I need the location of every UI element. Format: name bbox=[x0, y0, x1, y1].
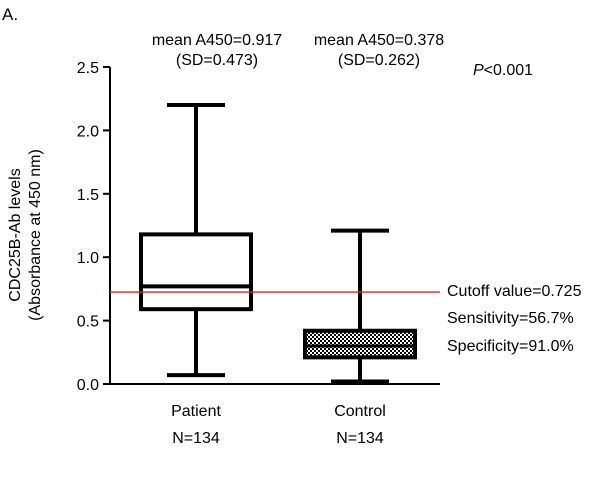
n-label-patient: N=134 bbox=[172, 430, 220, 447]
category-label-control: Control bbox=[334, 403, 386, 420]
p-value-rest: <0.001 bbox=[484, 62, 533, 79]
control-sd-label: (SD=0.262) bbox=[338, 52, 420, 69]
y-axis-label-line2: (Absorbance at 450 nm) bbox=[27, 149, 44, 321]
y-tick-label: 2.5 bbox=[77, 60, 99, 77]
n-label-control: N=134 bbox=[336, 430, 384, 447]
y-tick-label: 0.5 bbox=[77, 314, 99, 331]
cutoff-label: Cutoff value=0.725 bbox=[447, 283, 582, 300]
patient-mean-label: mean A450=0.917 bbox=[152, 32, 282, 49]
box-control bbox=[303, 228, 417, 384]
patient-sd-label: (SD=0.473) bbox=[176, 52, 258, 69]
y-axis-label-line1: CDC25B-Ab levels bbox=[7, 168, 24, 301]
y-axis-label: CDC25B-Ab levels (Absorbance at 450 nm) bbox=[7, 149, 44, 321]
p-value: P<0.001 bbox=[473, 62, 533, 79]
panel-label: A. bbox=[2, 5, 18, 24]
y-tick-label: 1.5 bbox=[77, 187, 99, 204]
axes: 0.0 0.5 1.0 1.5 2.0 2.5 bbox=[77, 60, 440, 394]
sensitivity-label: Sensitivity=56.7% bbox=[447, 310, 574, 327]
box-iqr bbox=[303, 328, 417, 360]
y-tick-label: 2.0 bbox=[77, 123, 99, 140]
y-tick-label: 0.0 bbox=[77, 377, 99, 394]
specificity-label: Specificity=91.0% bbox=[447, 338, 574, 355]
p-value-italic: P bbox=[473, 62, 484, 79]
category-label-patient: Patient bbox=[171, 403, 221, 420]
box-iqr bbox=[139, 232, 253, 312]
box-patient bbox=[139, 103, 253, 378]
y-tick-label: 1.0 bbox=[77, 250, 99, 267]
control-mean-label: mean A450=0.378 bbox=[314, 32, 444, 49]
boxes bbox=[139, 103, 417, 384]
